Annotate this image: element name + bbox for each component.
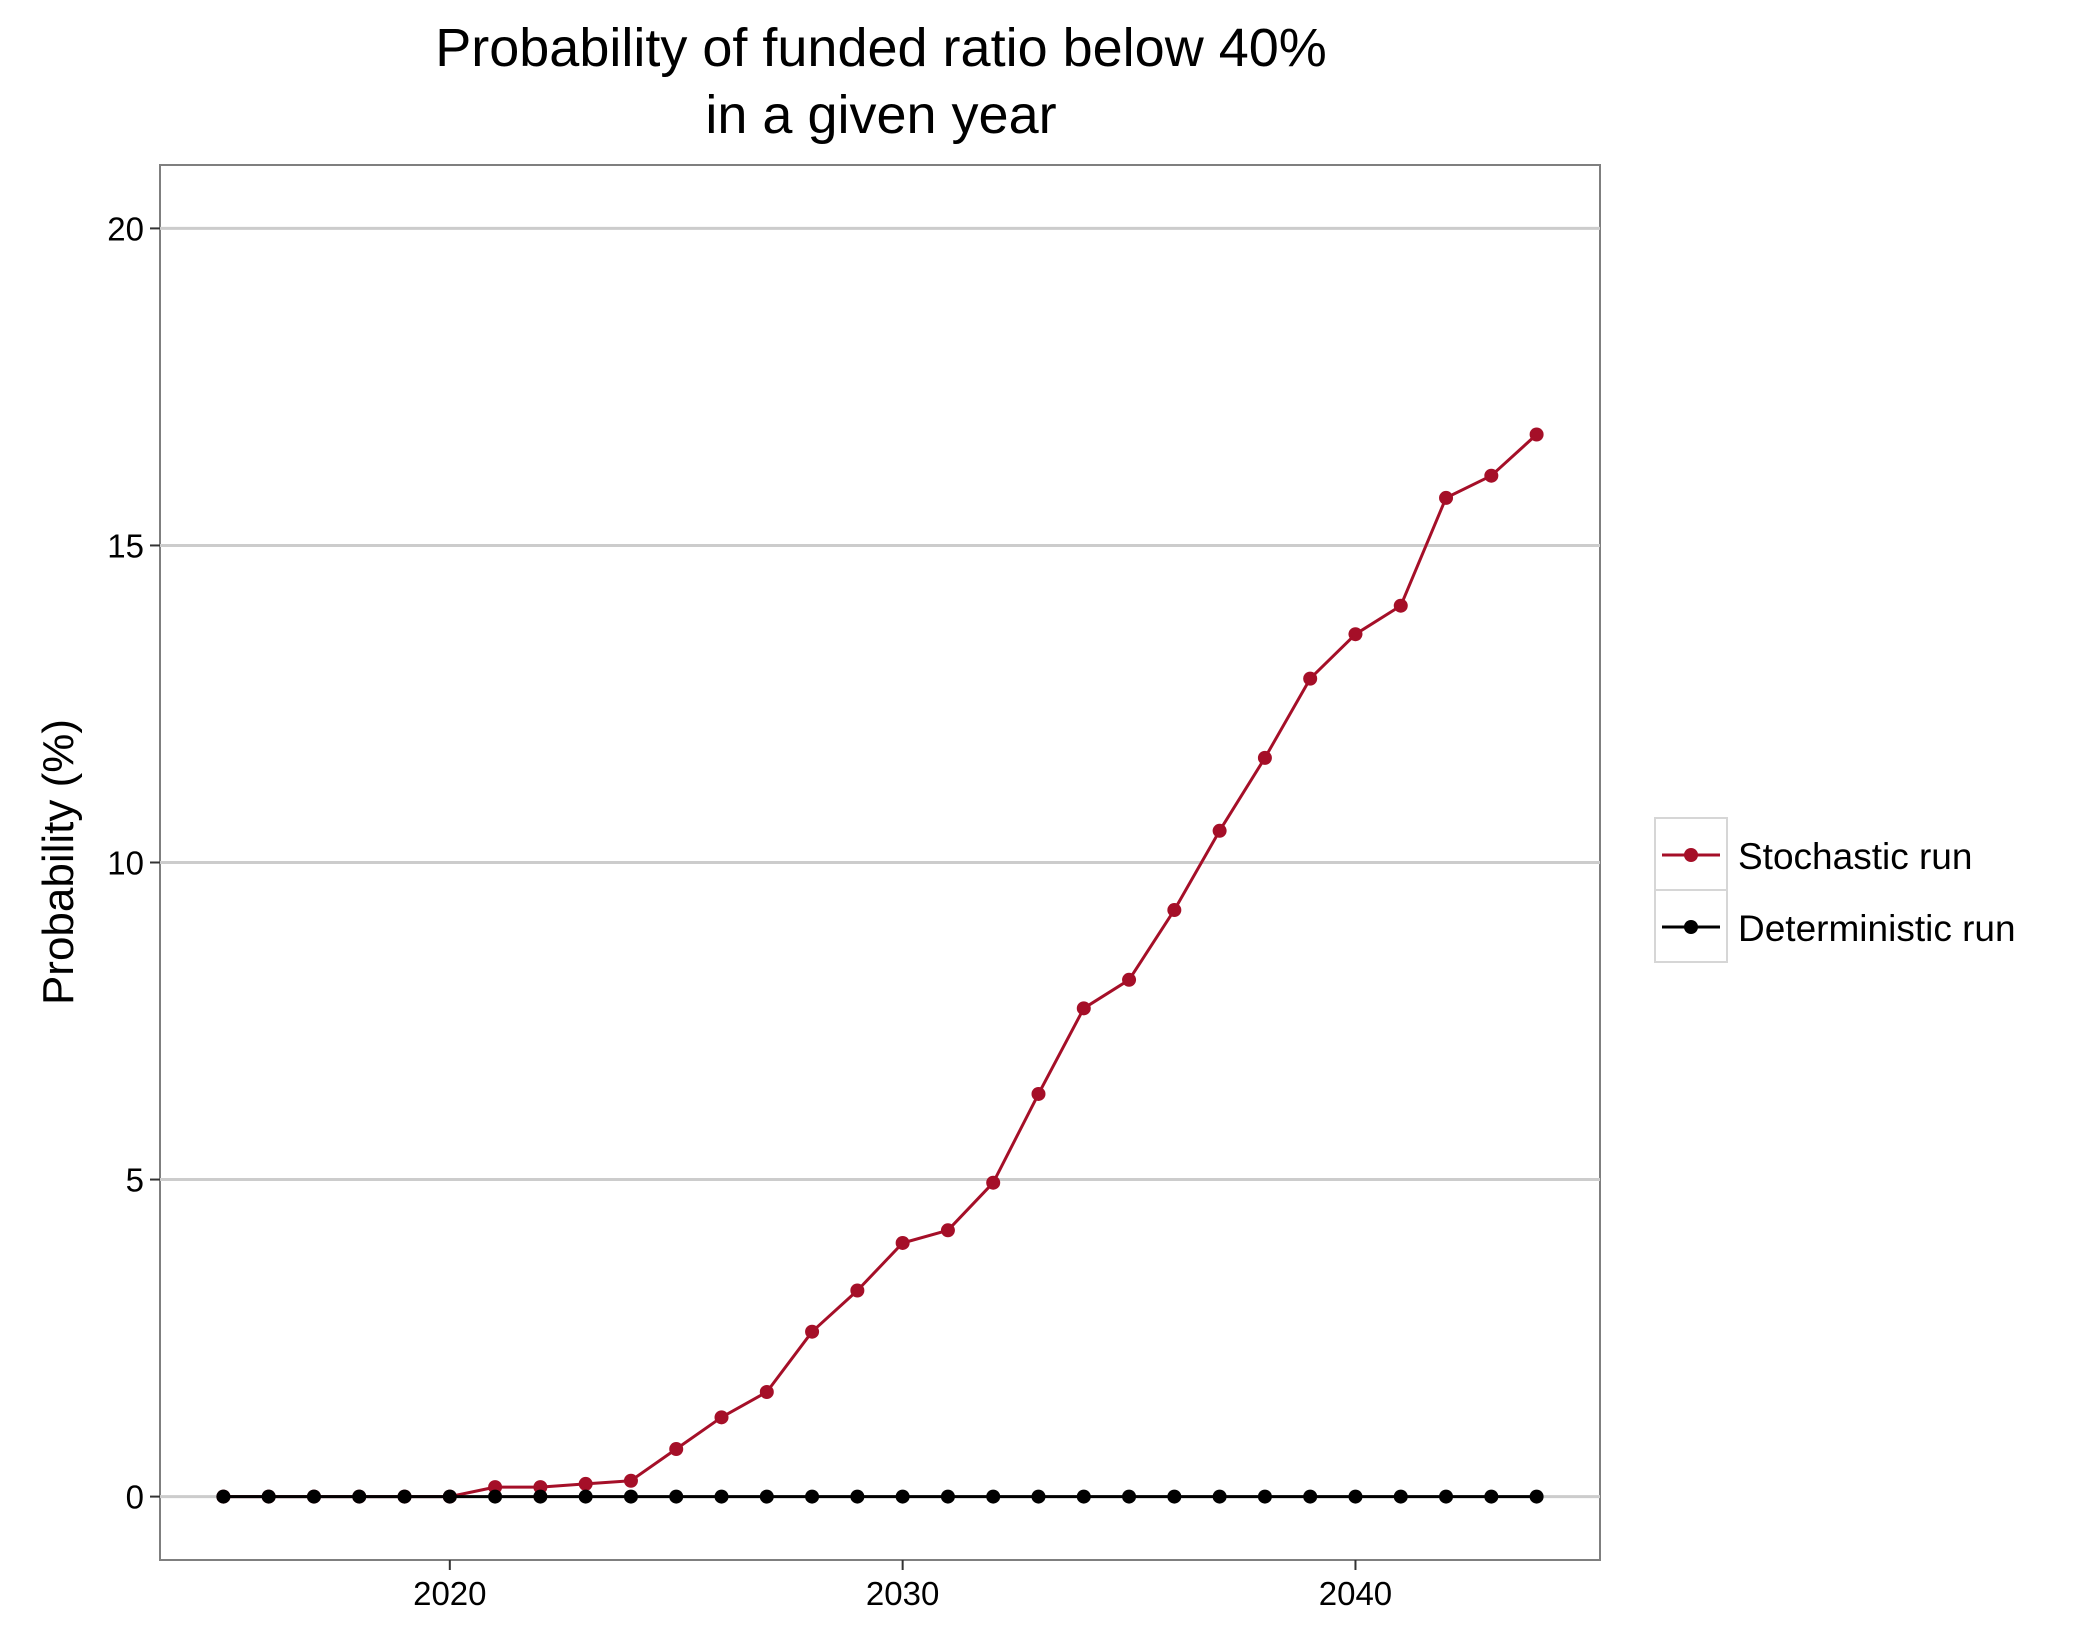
data-point-stochastic-run <box>1122 972 1137 987</box>
legend-label-stochastic: Stochastic run <box>1738 836 1972 877</box>
y-tick-label: 5 <box>126 1162 144 1199</box>
data-point-deterministic-run <box>1393 1489 1408 1504</box>
data-point-stochastic-run <box>986 1175 1001 1190</box>
data-point-deterministic-run <box>1257 1489 1272 1504</box>
data-point-stochastic-run <box>1031 1086 1046 1101</box>
data-point-stochastic-run <box>1167 903 1182 918</box>
data-point-stochastic-run <box>1303 671 1318 686</box>
data-point-deterministic-run <box>759 1489 774 1504</box>
y-tick-label: 10 <box>107 845 144 882</box>
x-axis: 2020 2030 2040 <box>413 1560 1392 1612</box>
data-point-deterministic-run <box>1439 1489 1454 1504</box>
data-point-stochastic-run <box>714 1410 729 1425</box>
data-point-deterministic-run <box>805 1489 820 1504</box>
data-point-stochastic-run <box>1212 823 1227 838</box>
legend-marker-deterministic <box>1684 920 1698 934</box>
data-point-deterministic-run <box>714 1489 729 1504</box>
data-point-deterministic-run <box>850 1489 865 1504</box>
y-tick-label: 15 <box>107 527 144 564</box>
data-point-stochastic-run <box>895 1235 910 1250</box>
legend: Stochastic run Deterministic run <box>1654 817 2016 963</box>
legend-label-deterministic: Deterministic run <box>1738 908 2016 949</box>
data-point-deterministic-run <box>306 1489 321 1504</box>
chart-title-line-2: in a given year <box>705 85 1056 145</box>
legend-marker-stochastic <box>1684 848 1698 862</box>
data-point-stochastic-run <box>1348 627 1363 642</box>
data-point-deterministic-run <box>261 1489 276 1504</box>
data-point-deterministic-run <box>1167 1489 1182 1504</box>
data-point-deterministic-run <box>1076 1489 1091 1504</box>
data-point-stochastic-run <box>1257 750 1272 765</box>
data-point-deterministic-run <box>1212 1489 1227 1504</box>
data-point-deterministic-run <box>578 1489 593 1504</box>
y-tick-label: 0 <box>126 1479 144 1516</box>
y-axis-label: Probability (%) <box>34 719 83 1005</box>
data-point-deterministic-run <box>1303 1489 1318 1504</box>
data-point-deterministic-run <box>1031 1489 1046 1504</box>
data-point-deterministic-run <box>1348 1489 1363 1504</box>
data-point-deterministic-run <box>986 1489 1001 1504</box>
data-point-deterministic-run <box>533 1489 548 1504</box>
x-tick-label: 2020 <box>413 1575 486 1612</box>
chart-title-line-1: Probability of funded ratio below 40% <box>435 18 1327 78</box>
data-point-stochastic-run <box>759 1384 774 1399</box>
data-point-stochastic-run <box>1393 598 1408 613</box>
series-layer <box>216 427 1544 1504</box>
data-point-deterministic-run <box>397 1489 412 1504</box>
x-tick-label: 2030 <box>866 1575 939 1612</box>
data-point-deterministic-run <box>352 1489 367 1504</box>
data-point-deterministic-run <box>488 1489 503 1504</box>
data-point-deterministic-run <box>1122 1489 1137 1504</box>
data-point-deterministic-run <box>940 1489 955 1504</box>
data-point-stochastic-run <box>623 1473 638 1488</box>
y-axis: 0 5 10 15 20 <box>107 210 160 1516</box>
data-point-stochastic-run <box>1529 427 1544 442</box>
data-point-deterministic-run <box>1484 1489 1499 1504</box>
data-point-deterministic-run <box>623 1489 638 1504</box>
data-point-stochastic-run <box>940 1223 955 1238</box>
data-point-stochastic-run <box>805 1324 820 1339</box>
data-point-stochastic-run <box>1439 490 1454 505</box>
data-point-stochastic-run <box>578 1476 593 1491</box>
data-point-stochastic-run <box>850 1283 865 1298</box>
y-tick-label: 20 <box>107 210 144 247</box>
data-point-deterministic-run <box>442 1489 457 1504</box>
data-point-deterministic-run <box>669 1489 684 1504</box>
data-point-stochastic-run <box>669 1442 684 1457</box>
data-point-deterministic-run <box>895 1489 910 1504</box>
data-point-deterministic-run <box>1529 1489 1544 1504</box>
data-point-stochastic-run <box>1076 1001 1091 1016</box>
data-point-deterministic-run <box>216 1489 231 1504</box>
x-tick-label: 2040 <box>1319 1575 1392 1612</box>
data-point-stochastic-run <box>1484 468 1499 483</box>
